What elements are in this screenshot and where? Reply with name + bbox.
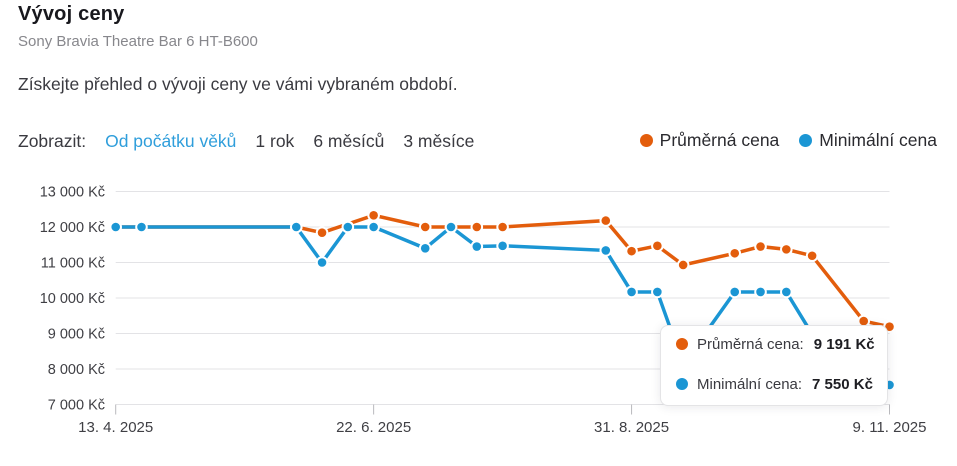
average-data-point[interactable] [730,248,740,258]
average-series-dot-icon [639,134,653,147]
minimum-data-point[interactable] [601,246,611,255]
minimum-series-dot-icon [676,378,688,390]
tooltip-row-minimum: Minimální cena: 7 550 Kč [676,374,887,394]
filter-option-6-months[interactable]: 6 měsíců [313,131,385,151]
minimum-series-dot-icon [799,134,813,147]
legend-label-average: Průměrná cena [659,130,780,150]
x-axis-label: 13. 4. 2025 [78,419,153,436]
filter-option-3-months[interactable]: 3 měsíce [403,131,475,151]
average-data-point[interactable] [756,242,765,251]
average-data-point[interactable] [369,210,378,220]
legend-item-average[interactable]: Průměrná cena [639,130,780,151]
minimum-data-point[interactable] [111,222,120,232]
average-data-point[interactable] [653,241,662,251]
minimum-data-point[interactable] [498,241,507,251]
period-filter: Zobrazit: Od počátku věků 1 rok 6 měsíců… [18,131,474,152]
average-data-point[interactable] [472,222,482,232]
y-axis-label: 10 000 Kč [40,291,105,307]
page-title: Vývoj ceny [18,3,125,25]
y-axis-label: 9 000 Kč [48,327,105,343]
y-axis-label: 8 000 Kč [48,362,105,378]
average-data-point[interactable] [627,246,636,256]
x-axis-label: 22. 6. 2025 [336,419,411,436]
minimum-data-point[interactable] [369,222,378,232]
minimum-data-point[interactable] [446,222,456,232]
tooltip-label-average: Průměrná cena: [697,335,804,353]
average-data-point[interactable] [601,216,611,225]
chart-legend: Průměrná cena Minimální cena [639,130,937,151]
minimum-data-point[interactable] [343,222,353,232]
tooltip-value-average: 9 191 Kč [813,335,875,353]
y-axis-label: 7 000 Kč [48,398,105,414]
minimum-data-point[interactable] [317,258,327,267]
chart-tooltip: Průměrná cena: 9 191 Kč Minimální cena: … [660,325,888,406]
average-data-point[interactable] [807,251,817,261]
x-axis-label: 9. 11. 2025 [853,419,927,436]
legend-item-minimum[interactable]: Minimální cena [799,130,937,151]
average-data-point[interactable] [420,222,430,232]
minimum-data-point[interactable] [137,222,146,232]
minimum-data-point[interactable] [756,287,765,297]
average-data-point[interactable] [317,228,327,237]
minimum-data-point[interactable] [730,287,740,297]
x-axis-label: 31. 8. 2025 [594,419,669,436]
y-axis-label: 12 000 Kč [40,220,105,236]
minimum-data-point[interactable] [472,242,482,251]
minimum-data-point[interactable] [627,287,636,297]
average-data-point[interactable] [678,260,688,270]
tooltip-row-average: Průměrná cena: 9 191 Kč [676,334,887,354]
filter-label: Zobrazit: [18,131,87,151]
y-axis-label: 11 000 Kč [41,256,105,272]
minimum-data-point[interactable] [420,244,430,253]
legend-label-minimum: Minimální cena [819,130,937,150]
tooltip-label-minimum: Minimální cena: [697,375,803,393]
average-data-point[interactable] [859,316,869,326]
average-data-point[interactable] [498,222,507,232]
tooltip-value-minimum: 7 550 Kč [812,375,873,393]
product-name: Sony Bravia Theatre Bar 6 HT-B600 [18,33,258,50]
y-axis-label: 13 000 Kč [40,185,105,201]
minimum-data-point[interactable] [653,287,662,297]
minimum-data-point[interactable] [782,287,791,297]
average-data-point[interactable] [782,245,791,254]
description: Získejte přehled o vývoji ceny ve vámi v… [18,74,458,94]
average-series-dot-icon [676,338,688,350]
filter-option-1-year[interactable]: 1 rok [255,131,295,151]
minimum-data-point[interactable] [291,222,301,232]
filter-option-all-time[interactable]: Od počátku věků [105,131,237,151]
